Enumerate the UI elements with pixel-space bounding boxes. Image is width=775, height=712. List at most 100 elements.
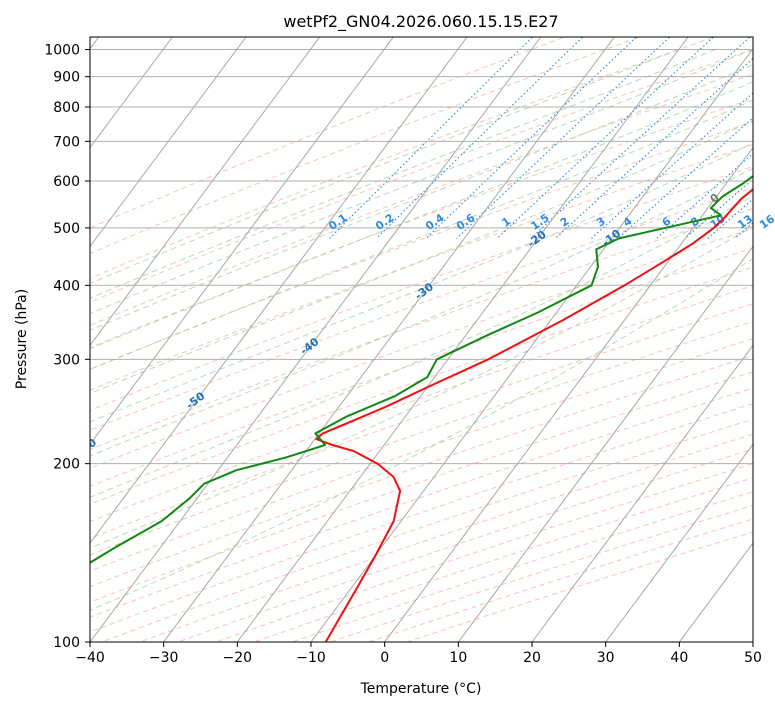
mixing-ratio-line [457,35,673,239]
grid-lines [0,35,775,656]
dry-adiabat [407,35,775,642]
series-lines [0,50,775,642]
dry-adiabat [0,35,775,642]
y-tick-label: 300 [53,352,80,368]
x-tick-label: 0 [380,650,389,666]
y-axis-label: Pressure (hPa) [14,289,30,389]
dry-adiabat [63,35,775,642]
moist-adiabat [0,50,679,642]
mixing-ratio-line [426,35,639,239]
isotherm-label: -50 [184,389,208,412]
isotherm [0,35,322,656]
y-tick-label: 600 [53,174,80,190]
mixing-ratio-label: 0.6 [454,211,478,233]
dry-adiabat [0,35,775,642]
mixing-ratio-line [330,35,536,239]
y-tick-label: 800 [53,100,80,116]
plot-frame [90,37,753,642]
dry-adiabat [0,35,775,642]
dry-adiabat [0,35,775,642]
dry-adiabat [0,35,775,642]
moist-adiabat [0,50,775,642]
dry-adiabat [0,35,646,642]
dry-adiabat [0,35,775,642]
dry-adiabat [140,35,775,642]
dry-adiabat [178,35,775,642]
y-tick-label: 200 [53,457,80,473]
x-tick-label: 10 [449,650,467,666]
x-tick-label: −40 [75,650,105,666]
x-axis: −40 −30 −20 −10 0 10 20 30 40 50 [75,642,762,666]
mixing-ratio-label: 13 [735,212,755,231]
dry-adiabat [0,35,775,642]
moist-adiabat [0,50,775,642]
moist-adiabat [16,50,775,642]
moist-adiabat [0,50,775,642]
x-tick-label: −30 [149,650,179,666]
y-tick-label: 400 [53,278,80,294]
x-tick-label: 50 [744,650,762,666]
dry-adiabat [0,35,775,642]
isotherm [154,35,616,656]
mixing-ratio-line [685,35,775,239]
y-axis: 1000 900 800 700 600 500 400 300 200 100 [44,43,90,651]
moist-adiabat [0,50,775,642]
dry-adiabat [331,35,775,642]
moist-adiabat [0,50,775,642]
dry-adiabat [0,35,775,642]
isotherm [7,35,469,656]
x-tick-label: 20 [523,650,541,666]
dry-adiabat [0,35,775,642]
x-tick-label: −10 [296,650,326,666]
y-tick-label: 100 [53,635,80,651]
dry-adiabat [25,35,775,642]
isotherm [596,35,775,656]
dry-adiabat [292,35,775,642]
y-tick-label: 900 [53,70,80,86]
dry-adiabat [0,35,775,642]
isotherm [0,35,248,656]
y-tick-label: 700 [53,134,80,150]
mixing-ratio-line [757,35,775,239]
moist-adiabat [0,50,775,642]
mixing-ratio-line [657,35,775,239]
dry-adiabat [0,35,775,642]
mixing-ratio-label: 3 [594,215,608,230]
mixing-ratio-labels: 0.10.20.40.611.52346810131620253036 [326,211,775,233]
y-tick-label: 500 [53,221,80,237]
mixing-ratio-label: 16 [757,212,775,232]
isotherm [743,35,775,656]
y-tick-label: 1000 [44,43,80,59]
isotherm [228,35,690,656]
chart-title: wetPf2_GN04.2026.060.15.15.E27 [283,12,558,32]
moist-adiabat [0,50,775,642]
isotherm-label: -70 [0,465,4,488]
x-tick-label: −20 [223,650,253,666]
dewpoint-line [0,50,775,642]
mixing-ratio-label: 0.4 [423,211,447,233]
mixing-ratio-line [556,35,775,239]
isotherm [670,35,775,656]
dry-adiabat [254,35,775,642]
dry-adiabat [0,35,775,642]
dry-adiabat [0,35,775,642]
dry-adiabat [369,35,775,642]
moist-adiabat [0,50,775,642]
mixing-ratio-label: 2 [558,215,572,230]
x-tick-label: 30 [597,650,615,666]
mixing-ratio-label: 0.1 [326,211,349,233]
x-tick-label: 40 [670,650,688,666]
isotherm-label: -30 [412,280,436,303]
mixing-ratio-label: 1.5 [528,211,551,233]
dry-adiabat [0,35,775,642]
dry-adiabat [0,35,775,642]
isotherm-label: -40 [298,335,322,358]
background-lines [0,35,775,642]
temperature-line [316,50,775,642]
x-axis-label: Temperature (°C) [360,681,482,697]
dry-adiabat [0,35,775,642]
mixing-ratio-label: 1 [499,215,513,230]
isotherm-label: -60 [75,436,99,459]
